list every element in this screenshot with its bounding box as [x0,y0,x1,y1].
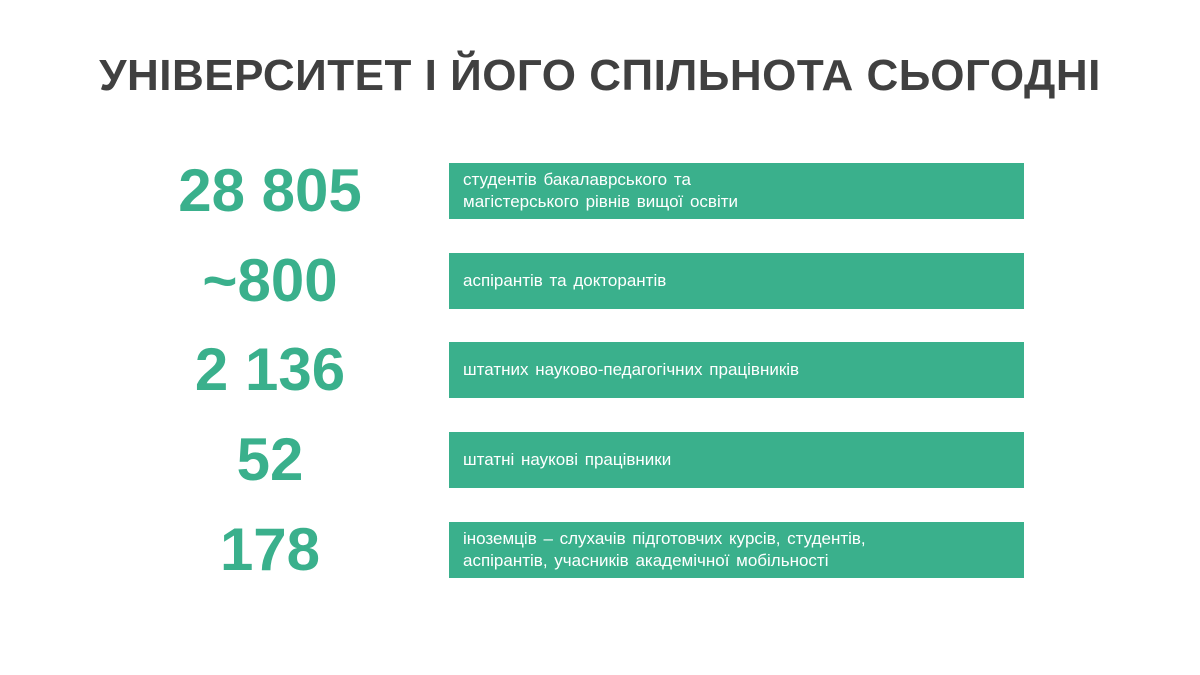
stat-label-box: студентів бакалаврського та магістерсько… [449,163,1024,219]
stat-row-students: 28 805 студентів бакалаврського та магіс… [0,159,1200,223]
stat-label: аспірантів та докторантів [463,270,666,292]
stat-number: 28 805 [178,157,362,224]
stat-label: штатні наукові працівники [463,449,671,471]
stat-label-box: штатних науково-педагогічних працівників [449,342,1024,398]
stat-label: штатних науково-педагогічних працівників [463,359,799,381]
stat-label-line: штатних науково-педагогічних працівників [463,360,800,379]
stat-label-line: аспірантів, учасників академічної мобіль… [463,551,829,570]
stat-label: студентів бакалаврського та магістерсько… [463,169,738,213]
stat-number: 52 [236,426,304,493]
stat-number: 2 136 [194,336,346,403]
stat-label-line: штатні наукові працівники [463,450,672,469]
stat-row-faculty: 2 136 штатних науково-педагогічних праці… [0,338,1200,402]
stat-label-box: аспірантів та докторантів [449,253,1024,309]
stat-row-researchers: 52 штатні наукові працівники [0,428,1200,492]
stat-row-foreigners: 178 іноземців – слухачів підготовчих кур… [0,518,1200,582]
stat-label-line: іноземців – слухачів підготовчих курсів,… [463,529,866,548]
stat-label: іноземців – слухачів підготовчих курсів,… [463,528,866,572]
stat-label-box: штатні наукові працівники [449,432,1024,488]
stat-number: ~800 [202,247,338,314]
page-title: УНІВЕРСИТЕТ І ЙОГО СПІЛЬНОТА СЬОГОДНІ [99,51,1101,100]
stat-label-line: аспірантів та докторантів [463,271,667,290]
stat-row-phd: ~800 аспірантів та докторантів [0,249,1200,313]
stat-label-box: іноземців – слухачів підготовчих курсів,… [449,522,1024,578]
stat-label-line: магістерського рівнів вищої освіти [463,192,739,211]
stat-label-line: студентів бакалаврського та [463,170,691,189]
stat-number: 178 [219,516,321,583]
